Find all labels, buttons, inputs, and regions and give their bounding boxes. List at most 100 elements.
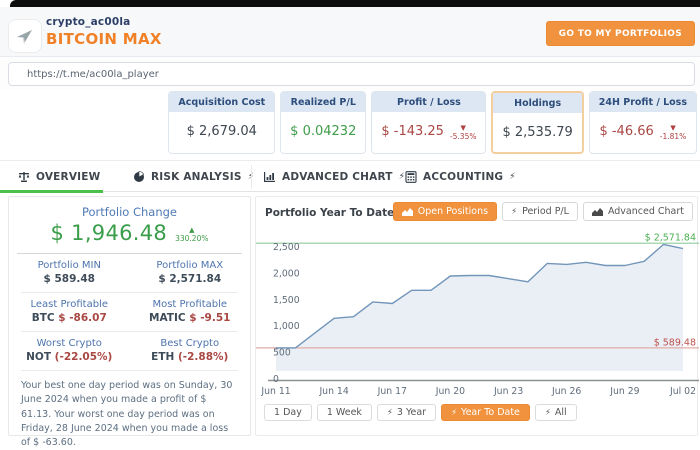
y-tick-label: 1,500	[273, 295, 300, 306]
tabs-divider	[251, 165, 252, 189]
lightning-icon: ⚡	[509, 171, 516, 182]
x-tick-label: Jun 17	[377, 386, 407, 397]
button-label: Year To Date	[461, 407, 520, 418]
stat-card-profit-loss: Profit / Loss $ -143.25 ▼ -5.35%	[371, 91, 487, 154]
x-tick-label: Jun 14	[318, 386, 348, 397]
delta-indicator: ▼ -1.81%	[660, 125, 687, 141]
stat-cell-worst-crypto: Worst Crypto NOT (-22.05%)	[9, 332, 130, 370]
stat-cell-value: $ 2,571.84	[158, 273, 222, 285]
tab-overview[interactable]: OVERVIEW	[18, 161, 100, 192]
chart-title: Portfolio Year To Date Chart	[265, 207, 431, 219]
portfolio-line	[276, 243, 684, 349]
stat-cell-label: Portfolio MIN	[37, 260, 101, 271]
stat-value: $ 0.04232	[290, 124, 357, 139]
stats-row: Acquisition Cost $ 2,679.04 Realized P/L…	[168, 91, 697, 154]
divider	[21, 292, 238, 293]
telegram-url-input[interactable]	[8, 62, 695, 86]
button-label: 1 Day	[274, 407, 302, 418]
button-label: Open Positions	[417, 206, 489, 217]
y-tick-label: 2,000	[273, 268, 300, 279]
paper-plane-icon	[17, 30, 32, 44]
stat-cell-value: $ -86.07	[58, 312, 107, 324]
stat-label: Realized P/L	[281, 92, 366, 112]
button-label: 3 Year	[396, 407, 427, 418]
button-label: Advanced Chart	[607, 206, 684, 217]
tab-label: ADVANCED CHART	[282, 170, 393, 183]
period-1-day-button[interactable]: 1 Day	[264, 404, 312, 421]
stat-cell-value: $ -9.51	[189, 312, 231, 324]
lightning-icon: ⚡	[511, 206, 518, 217]
stat-card-holdings: Holdings $ 2,535.79	[491, 91, 584, 154]
stat-cell-portfolio-min: Portfolio MIN $ 589.48	[9, 254, 130, 292]
stat-cell-label: Most Profitable	[152, 299, 228, 310]
tab-accounting[interactable]: ACCOUNTING ⚡	[405, 161, 516, 192]
app-header: crypto_ac00la BITCOIN MAX GO TO MY PORTF…	[0, 7, 700, 57]
period-pl-button[interactable]: ⚡ Period P/L	[502, 202, 578, 221]
divider	[21, 370, 238, 371]
tab-risk-analysis[interactable]: RISK ANALYSIS ⚡	[133, 161, 254, 192]
y-tick-label: 2,500	[273, 242, 300, 253]
period-1-week-button[interactable]: 1 Week	[316, 404, 372, 421]
stat-label: 24H Profit / Loss	[589, 92, 696, 112]
period-year-to-date-button[interactable]: ⚡ Year To Date	[441, 404, 530, 421]
calculator-icon	[405, 170, 417, 183]
stat-label: Acquisition Cost	[169, 92, 275, 112]
delta-percent: -5.35%	[449, 132, 477, 142]
max-value-label: $ 2,571.84	[645, 233, 696, 244]
tab-advanced-chart[interactable]: ADVANCED CHART ⚡	[263, 161, 405, 192]
app-logo[interactable]	[8, 19, 42, 53]
active-tab-underline	[0, 190, 103, 193]
tab-label: ACCOUNTING	[423, 170, 504, 183]
x-tick-label: Jun 29	[609, 386, 639, 397]
main-tabs: OVERVIEW RISK ANALYSIS ⚡ ADVANCED CHART …	[0, 160, 700, 193]
stat-value: $ 2,535.79	[502, 125, 573, 140]
delta-indicator: ▼ -5.35%	[450, 125, 477, 141]
stat-cell-portfolio-max: Portfolio MAX $ 2,571.84	[130, 254, 251, 292]
x-tick-label: Jun 11	[260, 386, 290, 397]
lightning-icon: ⚡	[451, 407, 458, 418]
period-all-button[interactable]: ⚡ All	[534, 404, 577, 421]
stat-cell-least-profitable: Least Profitable BTC $ -86.07	[9, 293, 130, 331]
stat-card-realized-pl: Realized P/L $ 0.04232	[280, 91, 367, 154]
stat-cell-value: (-22.05%)	[54, 351, 113, 363]
stat-label: Profit / Loss	[372, 92, 486, 112]
divider	[17, 253, 242, 254]
coin-symbol: NOT	[26, 351, 52, 363]
lightning-icon: ⚡	[386, 407, 393, 418]
stat-cell-label: Worst Crypto	[36, 338, 102, 349]
advanced-chart-button[interactable]: Advanced Chart	[582, 202, 693, 221]
up-triangle-icon: ▲	[189, 225, 195, 234]
chart-panel: Portfolio Year To Date Chart Open Positi…	[255, 196, 699, 436]
stat-value: $ 2,679.04	[186, 124, 257, 139]
y-tick-label: 500	[273, 348, 291, 359]
delta-indicator: ▲ 330.20%	[175, 225, 208, 243]
portfolio-chart: $ 2,571.84 $ 589.48 0 500 1,000 1,500 2,000 2,5…	[256, 233, 699, 401]
portfolio-change-label: Portfolio Change	[82, 205, 177, 219]
stat-card-24h-profit-loss: 24H Profit / Loss $ -46.66 ▼ -1.81%	[588, 91, 697, 154]
coin-symbol: MATIC	[149, 312, 186, 324]
portfolio-change-value: $ 1,946.48	[50, 221, 168, 245]
divider	[21, 331, 238, 332]
button-label: All	[554, 407, 567, 418]
coin-symbol: BTC	[31, 312, 55, 324]
go-to-portfolios-button[interactable]: GO TO MY PORTFOLIOS	[545, 21, 695, 46]
x-tick-label: Jun 23	[493, 386, 523, 397]
bar-chart-icon	[264, 171, 275, 182]
open-positions-button[interactable]: Open Positions	[392, 202, 498, 221]
lightning-icon: ⚡	[544, 407, 551, 418]
y-tick-label: 1,000	[273, 321, 300, 332]
tab-label: RISK ANALYSIS	[151, 170, 242, 183]
stat-label: Holdings	[493, 93, 582, 113]
area-chart-icon	[591, 208, 603, 216]
header-titles: crypto_ac00la BITCOIN MAX	[46, 16, 162, 48]
portfolio-stats-grid: Portfolio MIN $ 589.48 Portfolio MAX $ 2…	[9, 254, 250, 371]
chart-mode-buttons: Open Positions ⚡ Period P/L Advanced Cha…	[392, 202, 693, 221]
stat-cell-most-profitable: Most Profitable MATIC $ -9.51	[130, 293, 251, 331]
period-3-year-button[interactable]: ⚡ 3 Year	[376, 404, 437, 421]
x-tick-label: Jun 20	[435, 386, 465, 397]
account-username: crypto_ac00la	[46, 16, 131, 28]
portfolio-change-row: $ 1,946.48 ▲ 330.20%	[9, 221, 250, 245]
y-tick-label: 0	[273, 374, 279, 385]
url-row	[0, 57, 700, 90]
down-triangle-icon: ▼	[670, 124, 676, 133]
